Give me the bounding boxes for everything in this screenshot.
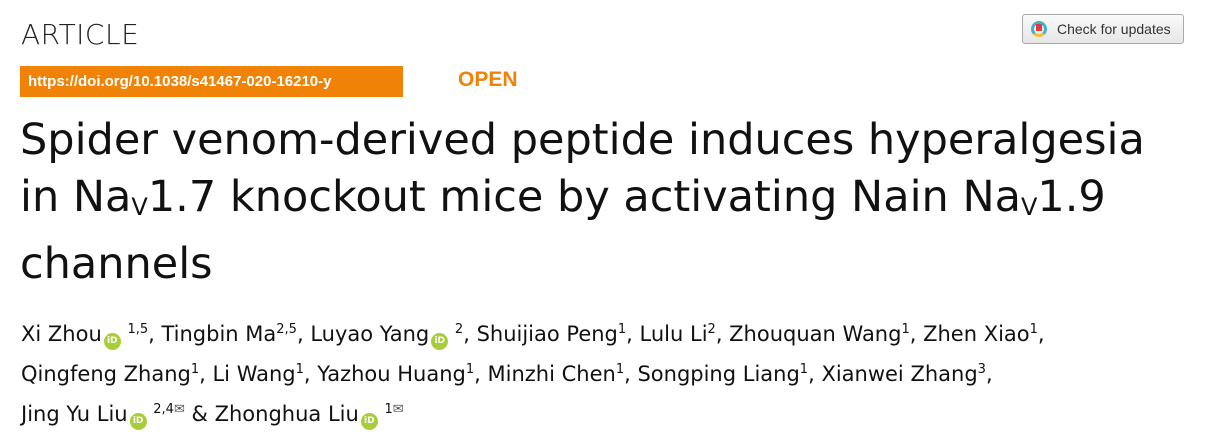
orcid-icon[interactable]: iD [103,333,121,350]
crossmark-icon [1031,21,1047,37]
affiliation-superscript: 1 [1029,322,1038,337]
orcid-icon[interactable]: iD [431,333,449,350]
affiliation-superscript: 1 [465,362,475,377]
article-type-label: ARTICLE [21,18,140,51]
author-name-text: Tingbin Ma [161,322,277,346]
affiliation-superscript: 2 [707,322,716,337]
check-for-updates-button[interactable]: Check for updates [1022,14,1184,44]
author-name-text: Jing Yu Liu [21,402,128,426]
author-name-text: Xi Zhou [21,322,102,346]
orcid-icon[interactable]: iD [360,413,378,430]
affiliation-superscript: 1 [901,322,910,337]
author-name-text: Zhouquan Wang [729,322,902,346]
author-name-text: Lulu Li [639,322,708,346]
email-icon[interactable]: ✉ [173,402,185,417]
title-text: 1.7 knockout mice by activating Na [147,172,910,222]
author-name-text: Luyao Yang [310,322,430,346]
affiliation-superscript: 2 [454,322,464,337]
author-list: Xi Zhou iD 1,5, Tingbin Ma2,5, Luyao Yang… [21,312,1201,432]
author-name[interactable]: Zhouquan Wang1 [729,322,910,346]
affiliation-superscript: 1 [295,362,304,377]
title-text: in Na [909,172,1021,222]
author-name[interactable]: Yazhou Huang1 [317,362,474,386]
title-line-3: channels [20,239,213,289]
affiliation-superscript: 1 [384,402,393,417]
affiliation-superscript: 1 [190,362,200,377]
author-name[interactable]: Zhonghua Liu iD 1✉ [214,402,404,430]
open-access-label: OPEN [458,68,518,91]
author-name[interactable]: Xianwei Zhang3 [821,362,986,386]
author-name-text: Songping Liang [637,362,800,386]
email-icon[interactable]: ✉ [392,402,404,417]
affiliation-superscript: 3 [977,362,986,377]
author-name-text: Shuijiao Peng [476,322,618,346]
author-name-text: Li Wang [212,362,296,386]
author-name-text: Zhonghua Liu [214,402,359,426]
article-title: Spider venom-derived peptide induces hyp… [20,112,1200,293]
author-name[interactable]: Songping Liang1 [637,362,808,386]
subscript: V [1020,193,1038,221]
affiliation-superscript: 1 [615,362,625,377]
author-name-text: Zhen Xiao [923,322,1030,346]
author-name[interactable]: Tingbin Ma2,5 [161,322,296,346]
author-name[interactable]: Qingfeng Zhang1 [21,362,199,386]
check-for-updates-label: Check for updates [1057,21,1171,37]
affiliation-superscript: 1,5 [127,322,149,337]
title-line-1: Spider venom-derived peptide induces hyp… [20,115,1145,165]
author-name-text: Yazhou Huang [317,362,466,386]
author-name-text: Xianwei Zhang [821,362,978,386]
doi-link[interactable]: https://doi.org/10.1038/s41467-020-16210… [20,66,403,97]
author-name[interactable]: Jing Yu Liu iD 2,4✉ [21,402,185,430]
author-name[interactable]: Xi Zhou iD 1,5 [21,322,149,350]
author-name-text: Minzhi Chen [487,362,616,386]
author-name[interactable]: Shuijiao Peng1 [477,322,627,346]
affiliation-superscript: 1 [617,322,627,337]
author-name[interactable]: Li Wang1 [212,362,303,386]
author-name[interactable]: Minzhi Chen1 [488,362,625,386]
author-name[interactable]: Zhen Xiao1 [923,322,1038,346]
orcid-icon[interactable]: iD [129,413,147,430]
affiliation-superscript: 1 [799,362,809,377]
title-text: 1.9 [1037,172,1106,222]
subscript: V [131,193,148,221]
author-name-text: Qingfeng Zhang [21,362,191,386]
affiliation-superscript: 2,5 [276,322,297,337]
affiliation-superscript: 2,4 [153,402,174,417]
title-text: in Na [20,172,132,222]
author-name[interactable]: Lulu Li2 [640,322,716,346]
author-name[interactable]: Luyao Yang iD 2 [310,322,464,350]
